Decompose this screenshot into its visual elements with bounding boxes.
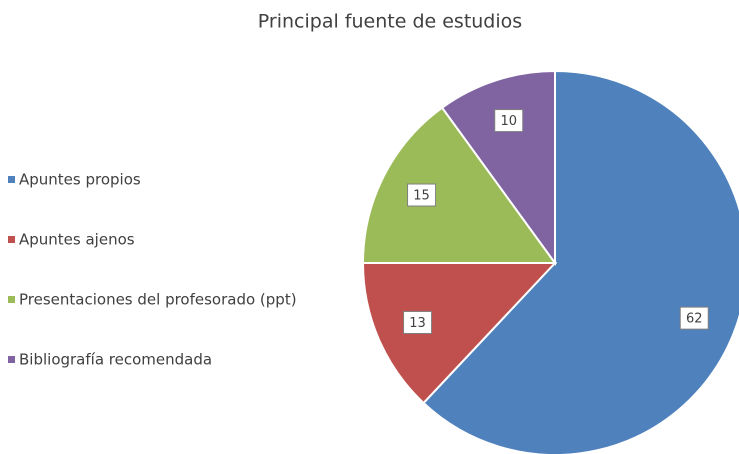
legend-label: Presentaciones del profesorado (ppt) (19, 291, 297, 309)
legend-swatch (8, 296, 15, 303)
pie-slice (422, 69, 739, 454)
pie-slice (361, 262, 558, 405)
legend-label: Apuntes propios (19, 171, 141, 189)
legend-swatch (8, 356, 15, 363)
legend-swatch (8, 176, 15, 183)
data-label-box (679, 306, 709, 330)
legend-swatch (8, 236, 15, 243)
data-label-box (494, 109, 524, 133)
legend-label: Apuntes ajenos (19, 231, 135, 249)
data-label: 10 (500, 114, 517, 129)
data-label-box (407, 183, 437, 207)
data-label: 62 (686, 312, 703, 327)
pie-slice (361, 106, 557, 264)
data-label-box (403, 310, 433, 334)
chart-title: Principal fuente de estudios (258, 11, 522, 33)
pie-slice (440, 69, 556, 267)
data-label: 13 (409, 316, 426, 331)
legend-label: Bibliografía recomendada (19, 351, 212, 369)
data-label: 15 (413, 189, 430, 204)
